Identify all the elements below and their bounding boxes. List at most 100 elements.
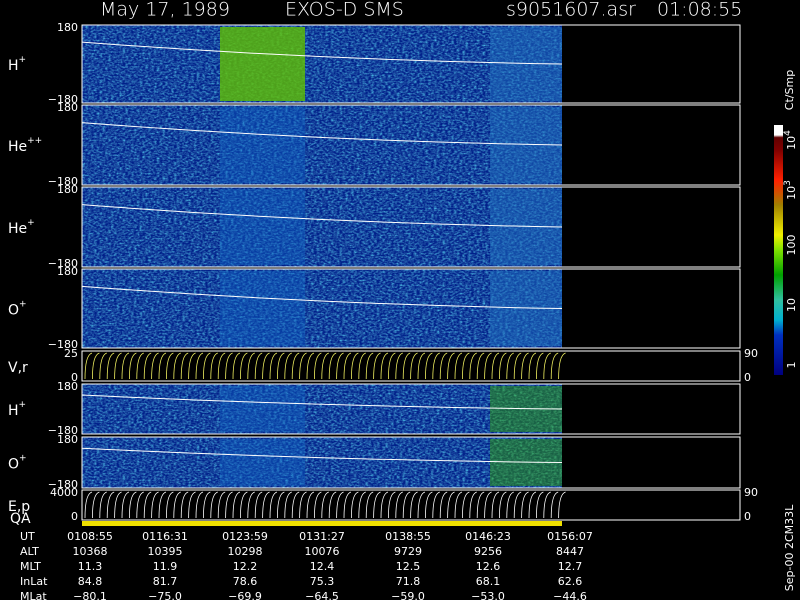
trace-line	[81, 285, 563, 309]
sweep-lines	[84, 352, 566, 380]
spectrogram-texture	[82, 105, 562, 185]
panel-label-text: He	[8, 221, 27, 237]
panel-label: He++	[8, 136, 42, 156]
panel-label-sup: +	[19, 55, 27, 65]
table-cell: −59.0	[391, 590, 425, 600]
table-cell: 62.6	[558, 575, 583, 588]
table-cell: −64.5	[305, 590, 339, 600]
table-cell: 8447	[556, 545, 584, 558]
panel-label: E,p	[8, 499, 30, 515]
table-cell: 68.1	[476, 575, 501, 588]
panel-frame	[81, 104, 741, 186]
table-cell: 71.8	[396, 575, 421, 588]
colorbar-label-sup: 3	[783, 180, 793, 186]
colorbar-label-base: 10	[785, 298, 798, 312]
panel-frame	[81, 489, 741, 521]
panel-label: O+	[8, 299, 27, 319]
colorbar-label: 1	[785, 362, 798, 369]
spectrogram-burst	[220, 27, 305, 101]
colorbar-label: 100	[785, 235, 798, 256]
table-cell: −75.0	[148, 590, 182, 600]
y-tick-label: 180	[57, 183, 78, 196]
colorbar-unit: Ct/Smp	[783, 70, 796, 110]
panel-label: V,r	[8, 360, 28, 376]
table-cell: 12.4	[310, 560, 335, 573]
table-cell: 78.6	[233, 575, 258, 588]
spectrogram-texture	[82, 25, 562, 103]
spectrogram-burst	[220, 271, 305, 346]
table-cell: 12.5	[396, 560, 421, 573]
table-cell: 12.6	[476, 560, 501, 573]
table-cell: 9256	[474, 545, 502, 558]
table-cell: 0116:31	[142, 530, 188, 543]
panel-label: O+	[8, 453, 27, 473]
panel-label-text: E,p	[8, 499, 30, 515]
colorbar	[774, 125, 783, 375]
colorbar-label: 10	[785, 298, 798, 312]
colorbar-label-base: 10	[785, 136, 798, 150]
table-cell: 12.2	[233, 560, 258, 573]
table-cell: 10076	[305, 545, 340, 558]
colorbar-label-base: 100	[785, 235, 798, 256]
trace-line	[81, 122, 563, 146]
spectrogram-texture	[82, 437, 562, 488]
spectrogram-burst	[220, 439, 305, 486]
y-tick-label: 180	[57, 21, 78, 34]
y-tick-label: 0	[71, 371, 78, 384]
table-cell: 0156:07	[547, 530, 593, 543]
table-cell: 10298	[228, 545, 263, 558]
table-cell: 81.7	[153, 575, 178, 588]
panel-label: H+	[8, 55, 26, 75]
row-header: ALT	[20, 545, 39, 558]
panel-frame	[81, 268, 741, 349]
table-cell: 0131:27	[299, 530, 345, 543]
spectrogram-burst	[220, 189, 305, 265]
y-tick-label: −180	[48, 257, 78, 270]
table-cell: 11.9	[153, 560, 178, 573]
colorbar-label: 103	[783, 180, 799, 200]
panel-label-sup: +	[19, 299, 27, 309]
spectrogram-texture	[82, 384, 562, 434]
panel-label-sup: ++	[27, 136, 42, 146]
row-header: InLat	[20, 575, 48, 588]
table-cell: 84.8	[78, 575, 103, 588]
panel-label-text: O	[8, 303, 19, 319]
table-cell: −80.1	[73, 590, 107, 600]
table-cell: −44.6	[553, 590, 587, 600]
table-cell: 12.7	[558, 560, 583, 573]
table-cell: 0123:59	[222, 530, 268, 543]
y-tick-label: 180	[57, 265, 78, 278]
panel-label-sup: +	[19, 453, 27, 463]
table-cell: 75.3	[310, 575, 335, 588]
colorbar-label: 104	[783, 130, 799, 150]
right-tick-label: 90	[744, 347, 758, 360]
panel-frame	[81, 436, 741, 489]
panel-label: He+	[8, 218, 35, 238]
qa-label: QA	[10, 511, 31, 527]
trace-line	[81, 204, 563, 228]
y-tick-label: 25	[64, 347, 78, 360]
panel-label-text: H	[8, 58, 19, 74]
table-cell: 11.3	[78, 560, 103, 573]
y-tick-label: 180	[57, 101, 78, 114]
spectrogram-burst	[220, 107, 305, 183]
row-header: MLat	[20, 590, 47, 600]
y-tick-label: 180	[57, 380, 78, 393]
table-cell: 0138:55	[385, 530, 431, 543]
y-tick-label: 4000	[50, 486, 78, 499]
right-tick-label: 90	[744, 486, 758, 499]
y-tick-label: −180	[48, 338, 78, 351]
row-header: UT	[20, 530, 35, 543]
table-cell: −69.9	[228, 590, 262, 600]
panel-frame	[81, 383, 741, 435]
table-cell: 10395	[148, 545, 183, 558]
sweep-lines	[84, 491, 566, 519]
y-tick-label: −180	[48, 478, 78, 491]
y-tick-label: −180	[48, 424, 78, 437]
spectrogram-burst	[220, 386, 305, 432]
colorbar-label-base: 10	[785, 186, 798, 200]
table-cell: 9729	[394, 545, 422, 558]
right-tick-label: 0	[744, 371, 751, 384]
